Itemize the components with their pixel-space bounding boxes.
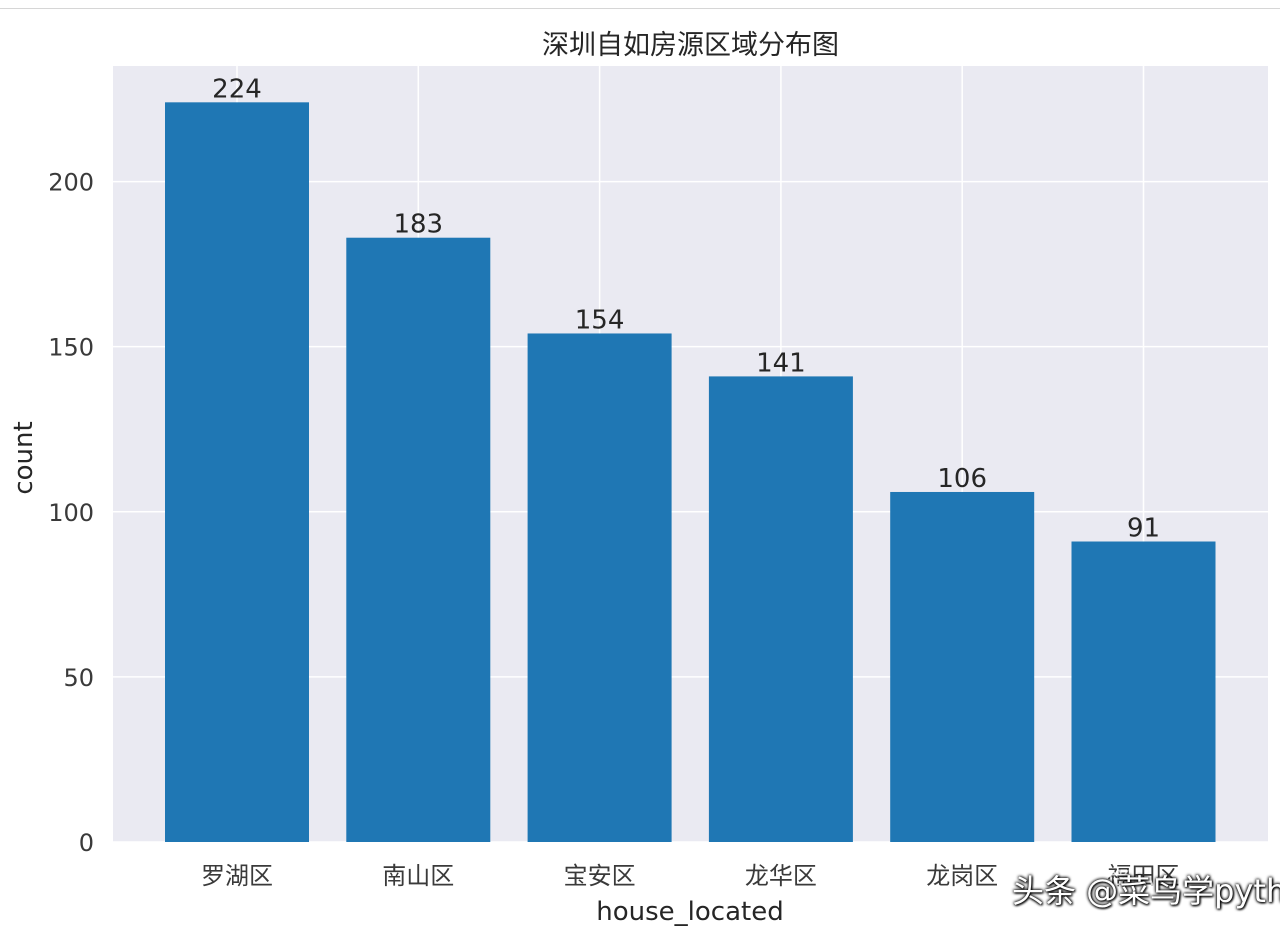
- x-tick-label: 南山区: [382, 862, 454, 890]
- bar: [346, 237, 491, 842]
- bar: [527, 333, 672, 842]
- bar-value-label: 91: [1127, 514, 1160, 544]
- watermark-faint: 菜鸟学python: [1060, 868, 1216, 896]
- tick-labels: 0 50 100 150 200 罗湖区 南山区 宝安区 龙华区 龙岗区 福田区: [48, 169, 1179, 890]
- bar-value-label: 106: [937, 464, 987, 494]
- chart-title: 深圳自如房源区域分布图: [542, 30, 839, 61]
- bar-value-label: 224: [212, 74, 262, 104]
- y-tick-label: 50: [63, 664, 94, 692]
- x-tick-label: 龙岗区: [926, 862, 998, 890]
- bar: [890, 491, 1035, 842]
- x-tick-label: 罗湖区: [201, 862, 273, 890]
- y-tick-label: 100: [48, 499, 94, 527]
- bar: [708, 376, 853, 842]
- bar-value-label: 183: [393, 210, 443, 240]
- y-tick-label: 200: [48, 169, 94, 197]
- top-divider: [0, 8, 1280, 9]
- x-tick-label: 龙华区: [745, 862, 817, 890]
- x-tick-label: 宝安区: [564, 862, 636, 890]
- bar-value-label: 141: [756, 348, 806, 378]
- bar: [165, 102, 309, 842]
- bars: 224 183 154 141 106 91: [165, 74, 1216, 842]
- y-tick-label: 0: [79, 829, 94, 857]
- bar-value-label: 154: [575, 305, 625, 335]
- watermark: 头条 @菜鸟学python: [1012, 872, 1280, 910]
- y-tick-label: 150: [48, 334, 94, 362]
- x-tick-label: 福田区: [1108, 862, 1180, 890]
- bar: [1071, 541, 1216, 842]
- y-axis-label: count: [9, 421, 39, 494]
- x-axis-label: house_located: [596, 897, 783, 927]
